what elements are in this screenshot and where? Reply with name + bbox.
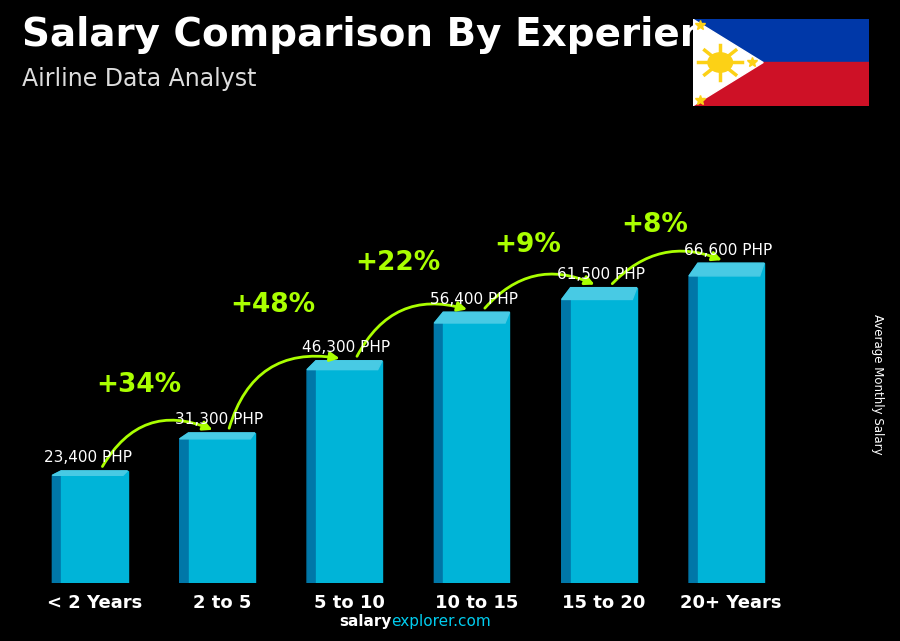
- FancyArrowPatch shape: [612, 251, 719, 284]
- Polygon shape: [435, 312, 509, 323]
- Text: Average Monthly Salary: Average Monthly Salary: [871, 314, 884, 455]
- Polygon shape: [562, 288, 637, 299]
- Text: Salary Comparison By Experience: Salary Comparison By Experience: [22, 16, 757, 54]
- Polygon shape: [180, 433, 189, 583]
- Text: 66,600 PHP: 66,600 PHP: [684, 243, 772, 258]
- Text: Airline Data Analyst: Airline Data Analyst: [22, 67, 257, 91]
- FancyArrowPatch shape: [230, 353, 337, 428]
- Text: 31,300 PHP: 31,300 PHP: [176, 412, 263, 428]
- FancyArrowPatch shape: [357, 303, 464, 356]
- Text: explorer.com: explorer.com: [392, 615, 491, 629]
- Polygon shape: [307, 361, 382, 370]
- Bar: [693, 62, 868, 106]
- Text: 56,400 PHP: 56,400 PHP: [430, 292, 518, 307]
- Polygon shape: [307, 361, 316, 583]
- Bar: [316, 361, 382, 583]
- Polygon shape: [693, 19, 763, 106]
- Polygon shape: [562, 288, 571, 583]
- Polygon shape: [689, 263, 764, 276]
- Polygon shape: [693, 19, 763, 106]
- Polygon shape: [52, 470, 128, 476]
- Text: 61,500 PHP: 61,500 PHP: [557, 267, 645, 282]
- Bar: [444, 312, 509, 583]
- Text: 46,300 PHP: 46,300 PHP: [302, 340, 391, 355]
- Bar: [61, 470, 128, 583]
- Polygon shape: [180, 433, 255, 439]
- Text: 23,400 PHP: 23,400 PHP: [44, 451, 132, 465]
- Text: salary: salary: [339, 615, 392, 629]
- Text: +9%: +9%: [494, 232, 561, 258]
- Bar: [571, 288, 637, 583]
- Bar: [698, 263, 764, 583]
- Circle shape: [708, 53, 733, 72]
- FancyArrowPatch shape: [103, 420, 210, 467]
- Polygon shape: [435, 312, 444, 583]
- Bar: [693, 19, 868, 62]
- Text: +34%: +34%: [96, 372, 182, 398]
- Text: +22%: +22%: [355, 249, 440, 276]
- Text: +48%: +48%: [230, 292, 315, 319]
- FancyArrowPatch shape: [485, 274, 591, 308]
- Text: +8%: +8%: [621, 212, 688, 238]
- Polygon shape: [52, 470, 61, 583]
- Polygon shape: [689, 263, 698, 583]
- Bar: [189, 433, 255, 583]
